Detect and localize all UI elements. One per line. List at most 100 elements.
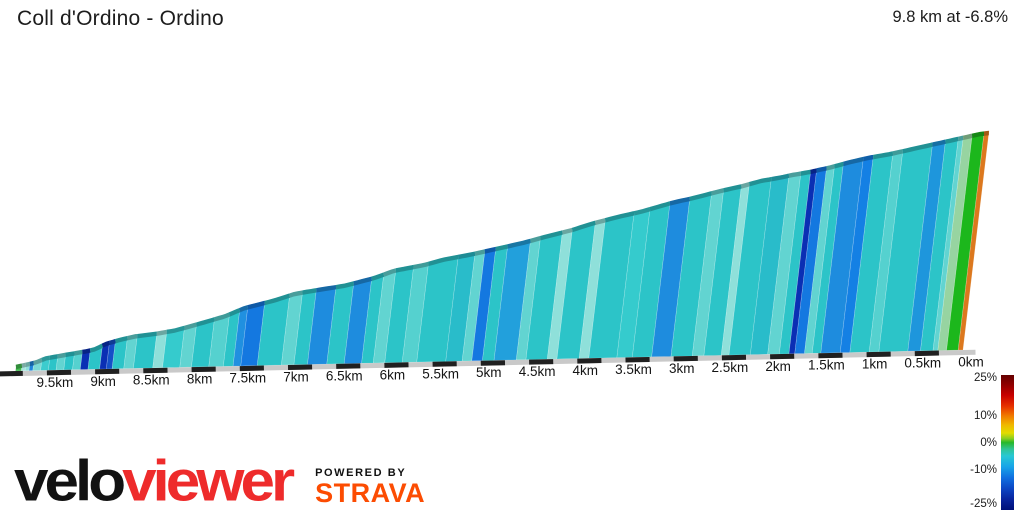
veloviewer-wordmark: veloviewer <box>14 453 295 510</box>
band-top-bevel <box>316 284 337 293</box>
band-top-bevel <box>788 171 801 178</box>
band-top-bevel <box>371 272 385 281</box>
ruler-segment <box>818 352 843 359</box>
legend-label: 0% <box>980 437 997 449</box>
band-top-bevel <box>932 139 946 147</box>
axis-tick-label: 4.5km <box>519 364 556 379</box>
ruler-segment <box>336 363 361 369</box>
ruler-segment <box>287 364 313 370</box>
band-top-bevel <box>101 340 110 348</box>
axis-tick-label: 6.5km <box>326 368 363 383</box>
climb-summary: 9.8 km at -6.8% <box>892 8 1008 26</box>
band-top-bevel <box>562 227 573 235</box>
band-top-bevel <box>49 354 58 360</box>
band-top-bevel <box>800 169 811 176</box>
axis-tick-label: 1.5km <box>808 358 845 373</box>
band-top-bevel <box>65 351 75 358</box>
axis-tick-label: 9km <box>90 374 116 389</box>
band-top-bevel <box>413 261 429 270</box>
axis-tick-label: 7.5km <box>229 371 266 386</box>
band-top-bevel <box>540 230 563 241</box>
ruler-segment <box>914 350 939 357</box>
band-top-bevel <box>383 268 397 277</box>
gradient-legend-bar <box>1001 375 1014 510</box>
band-top-bevel <box>289 290 303 298</box>
band-top-bevel <box>945 136 959 144</box>
ruler-segment <box>480 360 506 366</box>
ruler-segment <box>529 359 554 365</box>
ruler-segment <box>0 370 23 377</box>
axis-tick-label: 0.5km <box>904 356 941 371</box>
profile-bands <box>15 130 990 372</box>
band-top-bevel <box>57 352 66 359</box>
strava-logo: STRAVA <box>315 478 426 508</box>
band-top-bevel <box>74 349 83 356</box>
ruler-segment <box>95 368 120 375</box>
band-top-bevel <box>495 244 508 252</box>
legend-label: -25% <box>970 498 997 510</box>
band-top-bevel <box>196 317 215 327</box>
band-top-bevel <box>649 201 671 212</box>
band-top-bevel <box>892 149 903 156</box>
band-top-bevel <box>873 151 894 160</box>
band-top-bevel <box>166 325 185 335</box>
axis-tick-label: 3km <box>669 361 695 376</box>
band-top-bevel <box>25 361 31 367</box>
band-top-bevel <box>669 196 691 206</box>
legend-label: 25% <box>973 372 997 384</box>
ruler-segment <box>625 357 650 363</box>
band-top-bevel <box>604 211 635 223</box>
band-top-bevel <box>239 305 249 313</box>
band-top-bevel <box>530 236 541 244</box>
band-top-bevel <box>21 362 27 368</box>
band-top-bevel <box>335 281 355 290</box>
powered-by-label: POWERED BY <box>315 467 407 479</box>
climb-title: Coll d'Ordino - Ordino <box>17 7 224 30</box>
band-top-bevel <box>507 238 531 249</box>
band-top-bevel <box>115 336 128 344</box>
legend-label: 10% <box>973 410 997 422</box>
band-top-bevel <box>843 156 864 167</box>
ruler-segment <box>46 369 72 376</box>
legend-label: -10% <box>970 464 997 476</box>
axis-tick-label: 3.5km <box>615 362 652 377</box>
band-top-bevel <box>41 355 51 363</box>
band-top-bevel <box>228 308 241 317</box>
band-top-bevel <box>723 184 742 193</box>
band-top-bevel <box>247 300 265 310</box>
band-top-bevel <box>302 288 317 295</box>
band-top-bevel <box>971 131 985 138</box>
veloviewer-logo: veloviewer POWERED BY STRAVA <box>14 444 425 510</box>
band-top-bevel <box>428 254 459 267</box>
band-top-bevel <box>711 188 724 196</box>
band-top-bevel <box>633 207 651 216</box>
strava-attribution: POWERED BY STRAVA <box>315 467 425 508</box>
band-top-bevel <box>15 363 23 370</box>
band-top-bevel <box>983 130 989 136</box>
ruler-segment <box>721 354 747 361</box>
axis-tick-label: 4km <box>573 363 599 378</box>
axis-tick-label: 8.5km <box>133 373 170 388</box>
band-top-bevel <box>958 135 964 142</box>
band-top-bevel <box>741 182 750 189</box>
band-top-bevel <box>749 176 772 187</box>
band-top-bevel <box>395 264 414 273</box>
ruler-segment <box>770 353 795 360</box>
band-top-bevel <box>127 333 138 341</box>
band-top-bevel <box>689 191 712 202</box>
band-top-bevel <box>353 276 372 286</box>
band-top-bevel <box>89 343 104 353</box>
band-top-bevel <box>82 348 91 355</box>
band-top-bevel <box>29 360 34 367</box>
band-top-bevel <box>264 293 291 306</box>
logo-velo-text: velo <box>14 450 126 514</box>
axis-tick-label: 5.5km <box>422 366 459 381</box>
band-top-bevel <box>863 154 874 162</box>
band-top-bevel <box>826 164 835 171</box>
axis-tick-label: 8km <box>187 372 213 387</box>
band-top-bevel <box>771 173 790 182</box>
ruler-segment <box>143 367 168 374</box>
logo-viewer-text: viewer <box>122 450 295 514</box>
band-top-bevel <box>184 322 197 331</box>
